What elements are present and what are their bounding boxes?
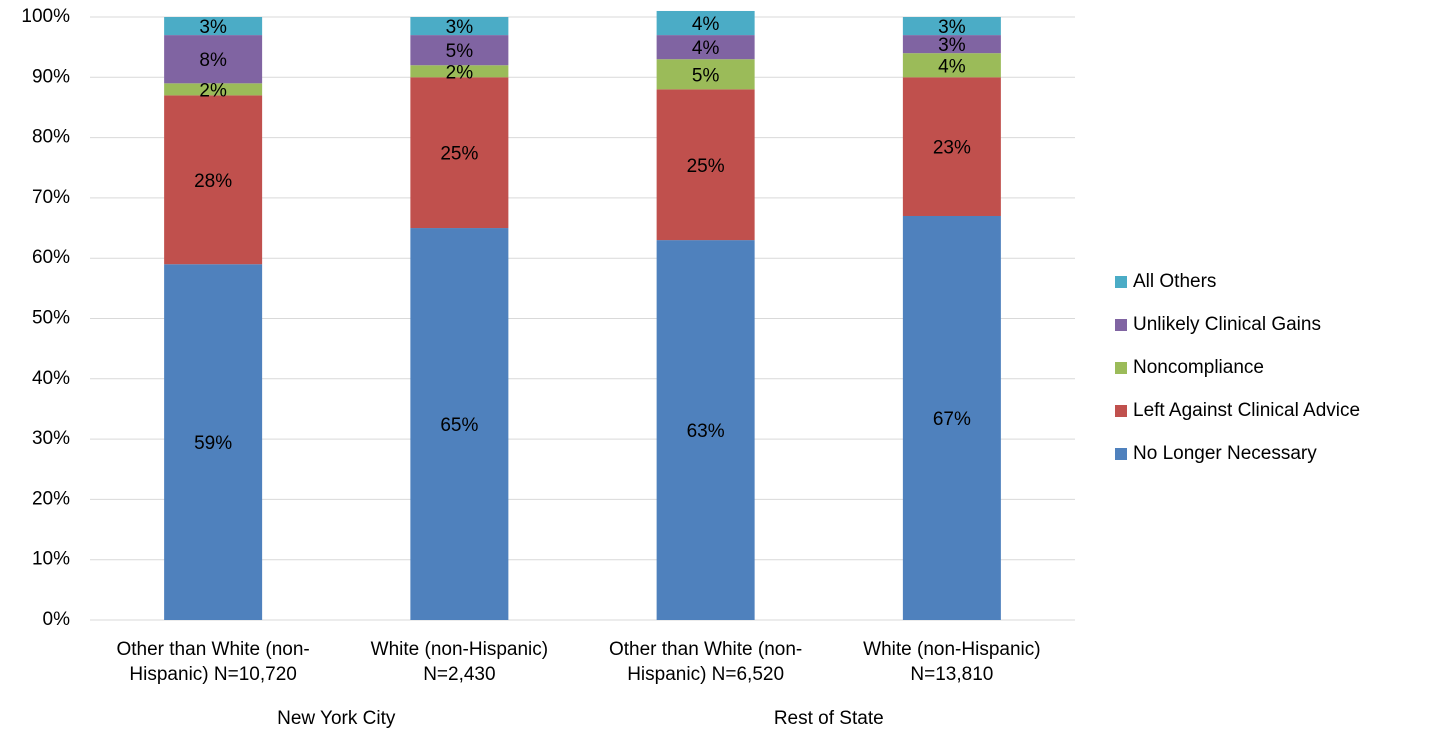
legend-label: Left Against Clinical Advice [1133,400,1360,421]
bar-segment [902,77,1001,216]
legend-swatch [1115,405,1127,417]
y-axis-tick-labels: 0% 10% 20% 30% 40% 50% 60% 70% 80% 90% 100% [21,6,70,630]
x-tick-label: Other than White (non- [116,639,309,660]
legend-label: Unlikely Clinical Gains [1133,314,1321,335]
x-tick-label: N=2,430 [423,664,495,685]
bar-segment [656,89,755,241]
y-tick-label: 10% [32,549,70,570]
bar-segment [410,65,509,78]
y-tick-label: 30% [32,428,70,449]
data-label: 3% [446,17,474,38]
bar-segment [902,35,1001,54]
bar-segment [164,95,263,265]
x-tick-label: Hispanic) N=6,520 [627,664,784,685]
y-tick-label: 100% [21,6,70,27]
bar-segment [164,264,263,620]
legend: All Others Unlikely Clinical Gains Noncomp… [1115,271,1360,464]
x-tick-label: Other than White (non- [609,639,802,660]
data-label: 2% [199,80,227,101]
data-label: 63% [687,421,725,442]
data-label: 3% [938,17,966,38]
bar-segment [656,59,755,90]
bar-segment [902,17,1001,36]
bar-segment [410,35,509,66]
x-axis-group-labels: New York City Rest of State [277,708,884,729]
bar-segment [656,240,755,621]
data-label: 67% [933,409,971,430]
data-labels: 59%28%2%8%3%65%25%2%5%3%63%25%5%4%4%67%2… [194,14,971,454]
data-label: 25% [687,156,725,177]
legend-swatch [1115,448,1127,460]
bar-segment [902,53,1001,78]
legend-swatch [1115,362,1127,374]
y-tick-label: 20% [32,488,70,509]
bar-segment [164,17,263,36]
y-tick-label: 50% [32,308,70,329]
data-label: 3% [938,35,966,56]
data-label: 8% [199,50,227,71]
y-tick-label: 40% [32,368,70,389]
data-label: 5% [446,41,474,62]
group-label: New York City [277,708,396,729]
bar-segment [410,77,509,229]
y-tick-label: 80% [32,127,70,148]
group-label: Rest of State [774,708,884,729]
y-tick-label: 70% [32,187,70,208]
data-label: 4% [938,56,966,77]
bars [164,10,1001,621]
bar-segment [656,10,755,36]
bar-segment [410,17,509,36]
legend-swatch [1115,319,1127,331]
x-tick-label: White (non-Hispanic) [863,639,1040,660]
x-tick-label: White (non-Hispanic) [371,639,548,660]
bar-segment [902,215,1001,621]
bar-segment [164,35,263,84]
data-label: 4% [692,38,720,59]
legend-swatch [1115,276,1127,288]
data-label: 65% [440,415,478,436]
bar-segment [410,228,509,621]
x-tick-label: Hispanic) N=10,720 [129,664,296,685]
data-label: 4% [692,14,720,35]
legend-label: Noncompliance [1133,357,1264,378]
y-tick-label: 60% [32,247,70,268]
data-label: 23% [933,138,971,159]
bar-segment [656,35,755,60]
data-label: 25% [440,144,478,165]
bar-segment [164,83,263,96]
data-label: 59% [194,433,232,454]
y-tick-label: 0% [43,609,71,630]
x-tick-label: N=13,810 [910,664,993,685]
y-tick-label: 90% [32,66,70,87]
data-label: 2% [446,62,474,83]
legend-label: No Longer Necessary [1133,443,1317,464]
x-axis-category-labels: Other than White (non- Hispanic) N=10,720… [116,639,1040,685]
legend-label: All Others [1133,271,1216,292]
data-label: 28% [194,171,232,192]
data-label: 3% [199,17,227,38]
data-label: 5% [692,65,720,86]
